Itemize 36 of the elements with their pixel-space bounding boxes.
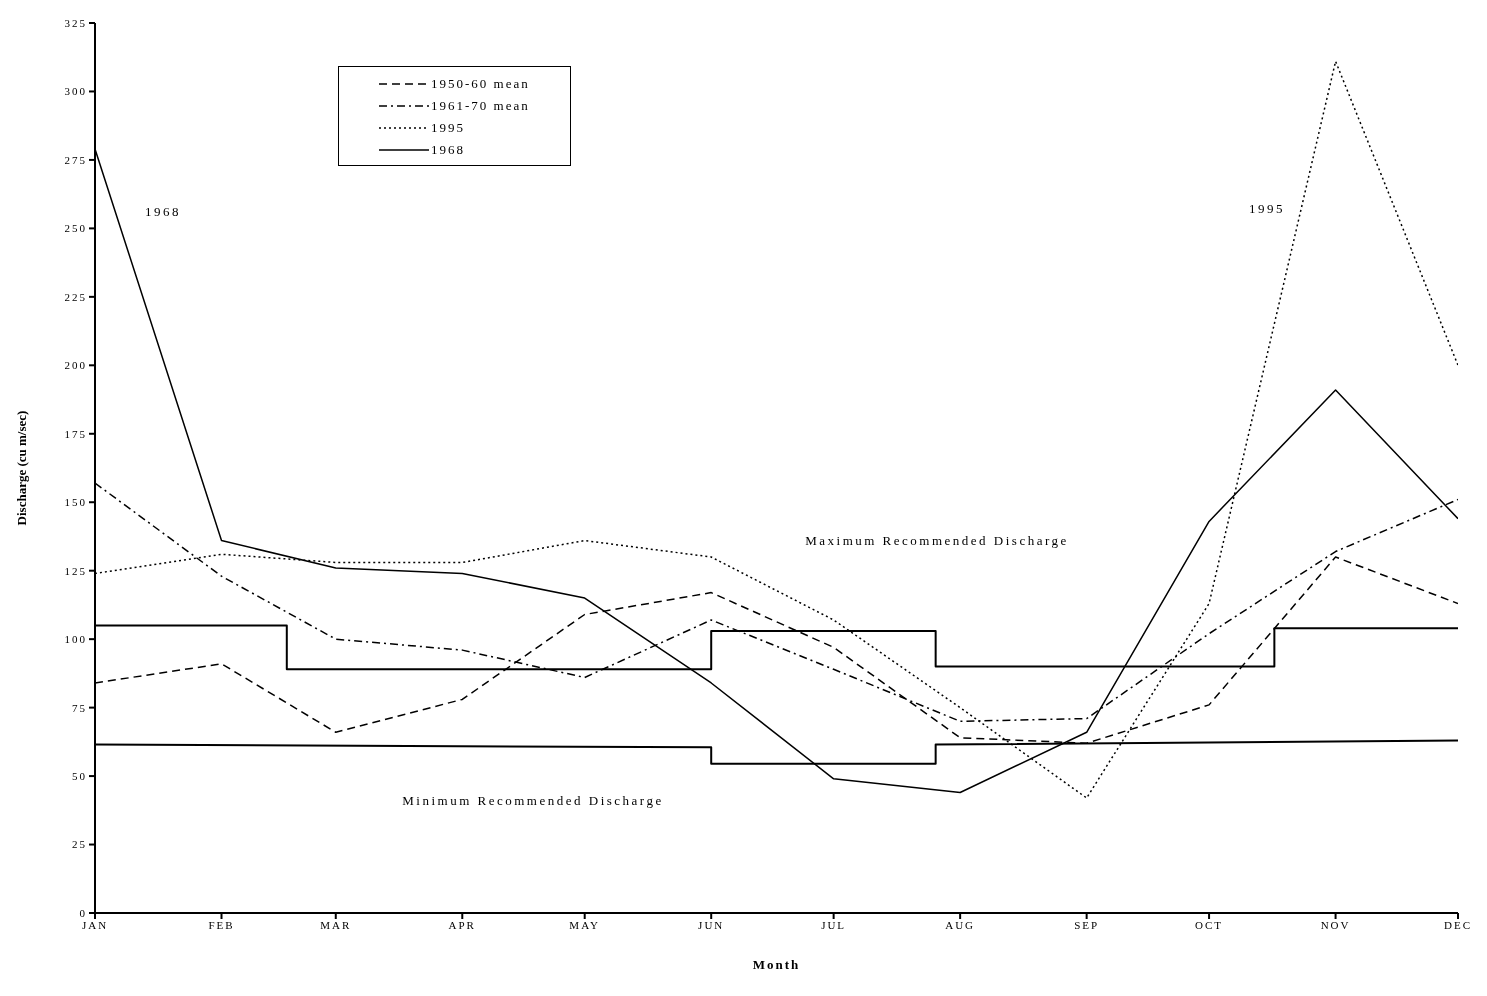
y-tick-label: 150 [64, 496, 87, 509]
legend-label: 1950-60 mean [431, 76, 530, 92]
x-tick-label: AUG [945, 918, 976, 931]
x-tick-label: DEC [1444, 918, 1472, 931]
y-tick-label: 0 [79, 906, 87, 919]
annotation: 1995 [1249, 201, 1285, 217]
y-tick-label: 50 [72, 769, 87, 782]
y-tick-label: 250 [64, 222, 87, 235]
x-tick-label: JUL [821, 918, 847, 931]
legend-label: 1968 [431, 142, 465, 158]
x-tick-label: SEP [1074, 918, 1100, 931]
x-axis-title: Month [752, 957, 801, 972]
x-tick-label: JUN [698, 918, 725, 931]
y-tick-label: 275 [64, 153, 87, 166]
y-tick-label: 325 [64, 16, 87, 29]
x-tick-label: APR [448, 918, 476, 931]
annotation: Minimum Recommended Discharge [402, 793, 664, 809]
x-tick-label: OCT [1195, 918, 1224, 931]
y-axis-title: Discharge (cu m/sec) [13, 410, 29, 526]
annotation: Maximum Recommended Discharge [805, 533, 1069, 549]
y-tick-label: 100 [64, 633, 87, 646]
y-tick-label: 200 [64, 359, 87, 372]
x-tick-label: NOV [1320, 918, 1351, 931]
y-tick-label: 300 [64, 85, 87, 98]
x-tick-label: MAY [569, 918, 601, 931]
y-tick-label: 75 [72, 701, 87, 714]
y-tick-label: 175 [64, 427, 87, 440]
y-tick-label: 225 [64, 290, 87, 303]
y-tick-label: 25 [72, 838, 87, 851]
legend-label: 1995 [431, 120, 465, 136]
y-tick-label: 125 [64, 564, 87, 577]
annotation: 1968 [145, 204, 181, 220]
x-tick-label: JAN [81, 918, 109, 931]
x-tick-label: FEB [208, 918, 235, 931]
legend-label: 1961-70 mean [431, 98, 530, 114]
x-tick-label: MAR [320, 918, 352, 931]
